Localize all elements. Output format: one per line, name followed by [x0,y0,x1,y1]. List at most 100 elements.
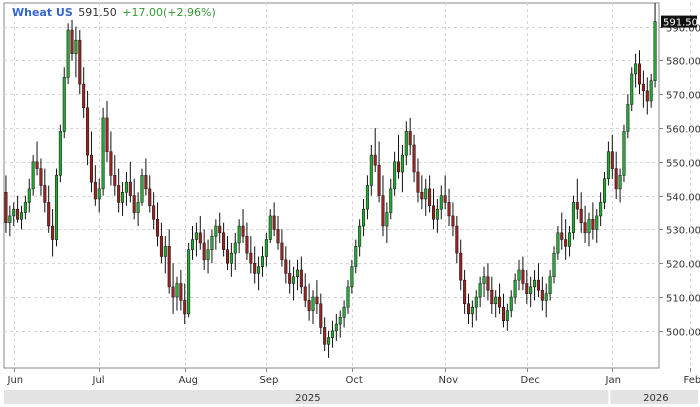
candle-body [517,269,521,281]
candle-body [389,188,393,213]
candle-body [416,171,420,193]
candle-body [354,246,358,267]
candle-body [478,283,482,298]
candle-body [400,154,404,173]
candle-body [439,195,443,210]
candle-body [214,225,218,237]
y-tick-label: 560.00 [666,125,700,136]
candle-body [482,276,486,284]
candle-body [529,286,533,294]
candle-body [218,225,222,234]
candle-body [105,117,109,152]
candle-body [645,90,649,102]
candle-body [144,175,148,190]
candle-body [311,296,315,311]
candle-body [210,235,214,250]
candle-body [397,161,401,173]
candle-body [587,219,591,234]
candle-body [521,269,525,284]
last-price-marker [661,15,697,28]
candle-body [288,273,292,284]
candle-body [509,296,513,311]
candle-body [51,225,55,240]
candle-body [58,131,62,176]
plot-area [3,2,660,369]
candle-body [653,21,657,81]
candle-body [564,239,568,247]
candle-body [393,161,397,190]
candle-body [229,252,233,264]
candle-body [330,330,334,338]
candle-body [295,269,299,278]
year-band [610,390,698,404]
candle-body [175,283,179,298]
candle-body [222,232,226,250]
symbol-name[interactable]: Wheat US [12,6,73,19]
year-label: 2025 [295,393,320,404]
candle-body [365,185,369,210]
candle-body [618,175,622,190]
candle-body [148,188,152,207]
candle-body [501,306,505,321]
candle-body [16,208,20,220]
candle-body [299,269,303,288]
candle-body [8,215,12,223]
y-tick-label: 510.00 [666,294,700,305]
candle-body [307,300,311,311]
y-tick-label: 590.00 [666,24,700,35]
candle-body [156,219,160,237]
candle-body [27,188,31,203]
x-tick-label: Nov [439,375,459,386]
candle-body [552,252,556,277]
year-band [4,390,609,404]
candle-body [70,29,74,54]
candle-body [525,283,529,294]
x-tick-label: Jan [605,375,621,386]
candle-body [381,195,385,227]
candle-body [362,208,366,227]
candle-body [171,286,175,298]
candle-body [350,266,354,288]
candle-body [568,232,572,247]
candle-body [533,279,537,288]
candle-body [610,151,614,169]
candle-body [101,117,105,190]
candle-body [323,327,327,345]
x-tick-label: Dec [521,375,540,386]
candle-body [466,303,470,315]
candle-body [575,202,579,210]
candle-body [292,276,296,284]
candle-body [556,232,560,254]
y-tick-label: 570.00 [666,91,700,102]
candle-body [264,239,268,257]
candle-body [82,83,86,109]
candle-body [603,178,607,203]
candle-body [327,337,331,345]
x-tick-label: Oct [346,375,363,386]
candle-body [404,131,408,156]
candle-body [571,202,575,234]
candle-body [124,181,128,193]
candle-body [544,293,548,301]
candle-body [338,317,342,325]
candle-body [206,249,210,261]
x-tick-label: Feb [684,375,700,386]
candle-body [272,215,276,230]
candle-body [140,175,144,203]
candle-body [237,225,241,244]
candle-body [451,215,455,227]
price-change: +17.00(+2.96%) [122,6,216,19]
candle-body [622,131,626,176]
candle-body [342,306,346,318]
candle-body [109,151,113,176]
candle-body [505,310,509,321]
candle-body [113,175,117,186]
candle-body [443,195,447,203]
candle-body [494,296,498,305]
candle-body [233,242,237,254]
candle-body [121,192,125,203]
candle-body [412,144,416,173]
candle-body [428,188,432,207]
candle-body [253,262,257,274]
